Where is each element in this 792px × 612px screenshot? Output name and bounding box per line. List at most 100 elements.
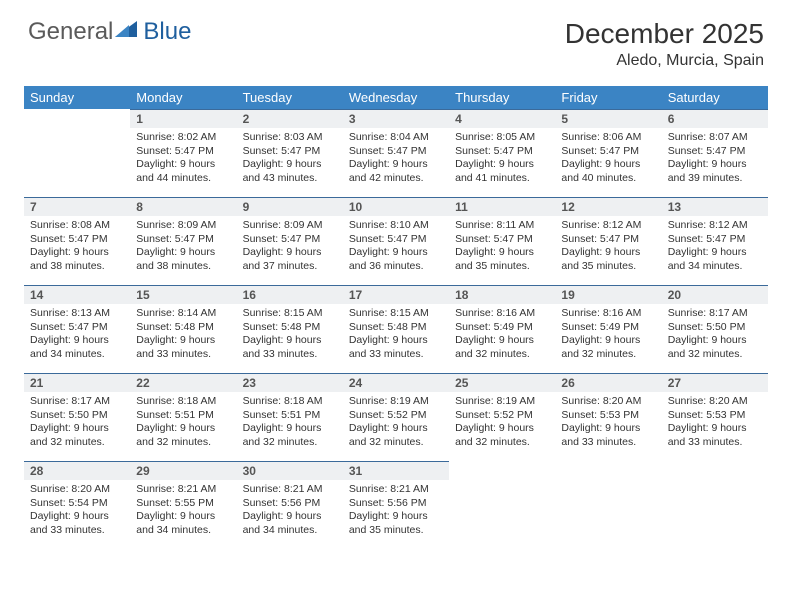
calendar-day-cell: 31Sunrise: 8:21 AMSunset: 5:56 PMDayligh… <box>343 461 449 549</box>
day-details: Sunrise: 8:21 AMSunset: 5:56 PMDaylight:… <box>343 480 449 544</box>
day-details: Sunrise: 8:13 AMSunset: 5:47 PMDaylight:… <box>24 304 130 368</box>
day-number: 11 <box>449 197 555 216</box>
month-title: December 2025 <box>565 18 764 50</box>
day-number: 5 <box>555 109 661 128</box>
calendar-week-row: 7Sunrise: 8:08 AMSunset: 5:47 PMDaylight… <box>24 197 768 285</box>
calendar-day-cell: 26Sunrise: 8:20 AMSunset: 5:53 PMDayligh… <box>555 373 661 461</box>
day-number: 7 <box>24 197 130 216</box>
calendar-day-cell: 1Sunrise: 8:02 AMSunset: 5:47 PMDaylight… <box>130 109 236 197</box>
day-details: Sunrise: 8:19 AMSunset: 5:52 PMDaylight:… <box>449 392 555 456</box>
day-number: 6 <box>662 109 768 128</box>
day-number: 12 <box>555 197 661 216</box>
calendar-day-cell: 11Sunrise: 8:11 AMSunset: 5:47 PMDayligh… <box>449 197 555 285</box>
calendar-day-cell: 29Sunrise: 8:21 AMSunset: 5:55 PMDayligh… <box>130 461 236 549</box>
day-number: 8 <box>130 197 236 216</box>
calendar-day-cell: 15Sunrise: 8:14 AMSunset: 5:48 PMDayligh… <box>130 285 236 373</box>
day-details: Sunrise: 8:17 AMSunset: 5:50 PMDaylight:… <box>662 304 768 368</box>
day-number: 18 <box>449 285 555 304</box>
day-details: Sunrise: 8:11 AMSunset: 5:47 PMDaylight:… <box>449 216 555 280</box>
calendar-day-cell: 4Sunrise: 8:05 AMSunset: 5:47 PMDaylight… <box>449 109 555 197</box>
weekday-header: Thursday <box>449 86 555 109</box>
day-number: 21 <box>24 373 130 392</box>
day-details: Sunrise: 8:16 AMSunset: 5:49 PMDaylight:… <box>555 304 661 368</box>
day-details: Sunrise: 8:06 AMSunset: 5:47 PMDaylight:… <box>555 128 661 192</box>
day-details: Sunrise: 8:09 AMSunset: 5:47 PMDaylight:… <box>130 216 236 280</box>
calendar-day-cell: 27Sunrise: 8:20 AMSunset: 5:53 PMDayligh… <box>662 373 768 461</box>
calendar-day-cell <box>555 461 661 549</box>
day-details: Sunrise: 8:10 AMSunset: 5:47 PMDaylight:… <box>343 216 449 280</box>
header: General Blue December 2025 Aledo, Murcia… <box>0 0 792 78</box>
day-number: 22 <box>130 373 236 392</box>
calendar-day-cell: 10Sunrise: 8:10 AMSunset: 5:47 PMDayligh… <box>343 197 449 285</box>
day-number: 25 <box>449 373 555 392</box>
weekday-header: Wednesday <box>343 86 449 109</box>
day-details: Sunrise: 8:12 AMSunset: 5:47 PMDaylight:… <box>555 216 661 280</box>
day-details: Sunrise: 8:15 AMSunset: 5:48 PMDaylight:… <box>237 304 343 368</box>
calendar-day-cell: 9Sunrise: 8:09 AMSunset: 5:47 PMDaylight… <box>237 197 343 285</box>
calendar-day-cell: 22Sunrise: 8:18 AMSunset: 5:51 PMDayligh… <box>130 373 236 461</box>
day-details: Sunrise: 8:03 AMSunset: 5:47 PMDaylight:… <box>237 128 343 192</box>
calendar-day-cell: 16Sunrise: 8:15 AMSunset: 5:48 PMDayligh… <box>237 285 343 373</box>
calendar-day-cell: 23Sunrise: 8:18 AMSunset: 5:51 PMDayligh… <box>237 373 343 461</box>
calendar-day-cell: 12Sunrise: 8:12 AMSunset: 5:47 PMDayligh… <box>555 197 661 285</box>
calendar-day-cell: 14Sunrise: 8:13 AMSunset: 5:47 PMDayligh… <box>24 285 130 373</box>
day-number: 2 <box>237 109 343 128</box>
day-details: Sunrise: 8:20 AMSunset: 5:53 PMDaylight:… <box>555 392 661 456</box>
day-number: 14 <box>24 285 130 304</box>
calendar-day-cell: 2Sunrise: 8:03 AMSunset: 5:47 PMDaylight… <box>237 109 343 197</box>
day-details: Sunrise: 8:07 AMSunset: 5:47 PMDaylight:… <box>662 128 768 192</box>
weekday-header: Friday <box>555 86 661 109</box>
calendar-week-row: 14Sunrise: 8:13 AMSunset: 5:47 PMDayligh… <box>24 285 768 373</box>
day-details: Sunrise: 8:21 AMSunset: 5:56 PMDaylight:… <box>237 480 343 544</box>
calendar-day-cell: 25Sunrise: 8:19 AMSunset: 5:52 PMDayligh… <box>449 373 555 461</box>
day-details: Sunrise: 8:20 AMSunset: 5:54 PMDaylight:… <box>24 480 130 544</box>
day-details: Sunrise: 8:18 AMSunset: 5:51 PMDaylight:… <box>130 392 236 456</box>
day-details: Sunrise: 8:17 AMSunset: 5:50 PMDaylight:… <box>24 392 130 456</box>
calendar-day-cell: 17Sunrise: 8:15 AMSunset: 5:48 PMDayligh… <box>343 285 449 373</box>
calendar-day-cell: 21Sunrise: 8:17 AMSunset: 5:50 PMDayligh… <box>24 373 130 461</box>
calendar-day-cell: 30Sunrise: 8:21 AMSunset: 5:56 PMDayligh… <box>237 461 343 549</box>
calendar-day-cell: 28Sunrise: 8:20 AMSunset: 5:54 PMDayligh… <box>24 461 130 549</box>
calendar-day-cell: 24Sunrise: 8:19 AMSunset: 5:52 PMDayligh… <box>343 373 449 461</box>
triangle-icon <box>115 18 141 46</box>
day-details: Sunrise: 8:14 AMSunset: 5:48 PMDaylight:… <box>130 304 236 368</box>
brand-text-2: Blue <box>143 18 191 46</box>
calendar-day-cell: 20Sunrise: 8:17 AMSunset: 5:50 PMDayligh… <box>662 285 768 373</box>
weekday-header: Monday <box>130 86 236 109</box>
calendar-day-cell: 8Sunrise: 8:09 AMSunset: 5:47 PMDaylight… <box>130 197 236 285</box>
weekday-header: Tuesday <box>237 86 343 109</box>
calendar-day-cell: 19Sunrise: 8:16 AMSunset: 5:49 PMDayligh… <box>555 285 661 373</box>
day-details: Sunrise: 8:21 AMSunset: 5:55 PMDaylight:… <box>130 480 236 544</box>
calendar-day-cell <box>449 461 555 549</box>
day-number: 23 <box>237 373 343 392</box>
day-number: 10 <box>343 197 449 216</box>
calendar-week-row: 1Sunrise: 8:02 AMSunset: 5:47 PMDaylight… <box>24 109 768 197</box>
day-number: 28 <box>24 461 130 480</box>
day-number: 16 <box>237 285 343 304</box>
title-block: December 2025 Aledo, Murcia, Spain <box>565 18 764 70</box>
day-number: 27 <box>662 373 768 392</box>
brand-logo: General Blue <box>28 18 191 46</box>
calendar-day-cell: 6Sunrise: 8:07 AMSunset: 5:47 PMDaylight… <box>662 109 768 197</box>
weekday-header: Saturday <box>662 86 768 109</box>
day-details: Sunrise: 8:12 AMSunset: 5:47 PMDaylight:… <box>662 216 768 280</box>
calendar-day-cell: 3Sunrise: 8:04 AMSunset: 5:47 PMDaylight… <box>343 109 449 197</box>
weekday-header: Sunday <box>24 86 130 109</box>
calendar-day-cell: 7Sunrise: 8:08 AMSunset: 5:47 PMDaylight… <box>24 197 130 285</box>
day-number: 29 <box>130 461 236 480</box>
day-details: Sunrise: 8:08 AMSunset: 5:47 PMDaylight:… <box>24 216 130 280</box>
calendar-header-row: SundayMondayTuesdayWednesdayThursdayFrid… <box>24 86 768 109</box>
day-number: 20 <box>662 285 768 304</box>
day-details: Sunrise: 8:15 AMSunset: 5:48 PMDaylight:… <box>343 304 449 368</box>
day-details: Sunrise: 8:02 AMSunset: 5:47 PMDaylight:… <box>130 128 236 192</box>
day-number: 31 <box>343 461 449 480</box>
day-number: 19 <box>555 285 661 304</box>
brand-text-1: General <box>28 18 113 46</box>
calendar-day-cell: 5Sunrise: 8:06 AMSunset: 5:47 PMDaylight… <box>555 109 661 197</box>
day-details: Sunrise: 8:09 AMSunset: 5:47 PMDaylight:… <box>237 216 343 280</box>
day-details: Sunrise: 8:16 AMSunset: 5:49 PMDaylight:… <box>449 304 555 368</box>
day-number: 24 <box>343 373 449 392</box>
day-number: 26 <box>555 373 661 392</box>
day-number: 4 <box>449 109 555 128</box>
day-number: 17 <box>343 285 449 304</box>
